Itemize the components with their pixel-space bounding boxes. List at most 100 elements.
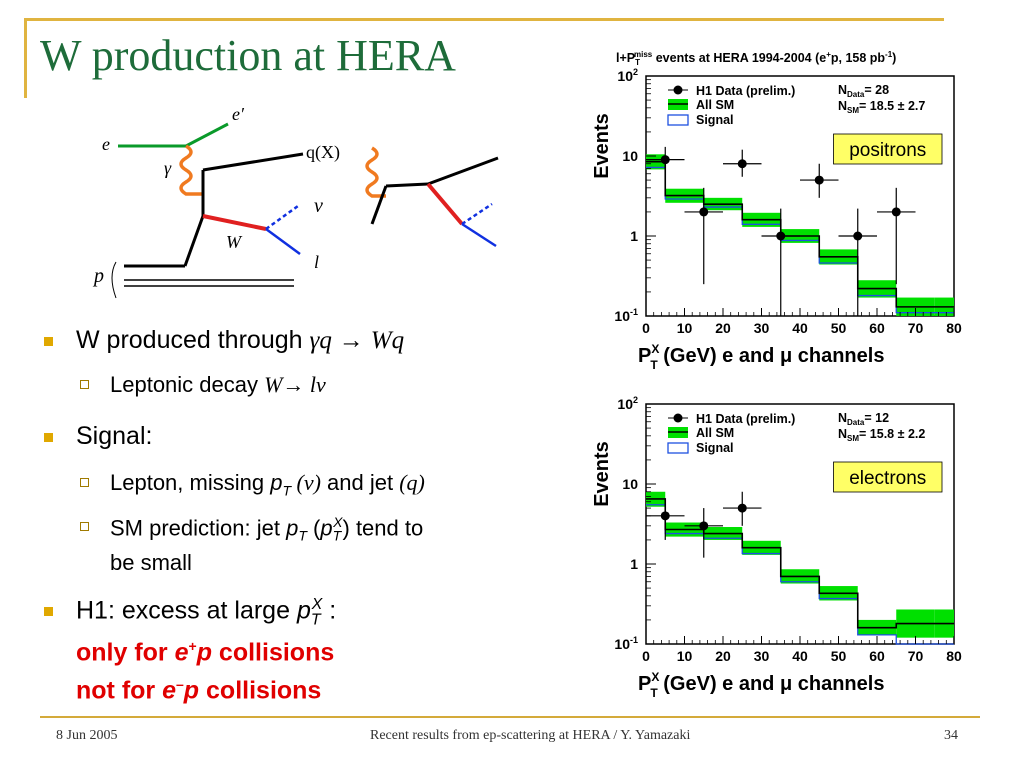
bottom-rule <box>40 716 980 718</box>
y-tick-label: 102 <box>617 67 638 84</box>
incoming-line-small <box>370 185 388 225</box>
feynman-diagram: e e′ γ q(X) ν W l p <box>92 104 340 299</box>
x-tick-label: 10 <box>677 648 693 664</box>
lepton-line-small <box>461 222 497 248</box>
pt-subscript: T <box>310 611 321 629</box>
legend-label: H1 Data (prelim.) <box>696 412 795 426</box>
footer-center: Recent results from ep-scattering at HER… <box>370 728 691 743</box>
propagator-small <box>385 182 429 188</box>
label-e-prime: e′ <box>232 104 245 124</box>
data-point <box>737 503 747 513</box>
bullet-3-colon: : <box>322 596 337 625</box>
ptx-superscript: X <box>333 514 343 530</box>
label-qx: q(X) <box>306 142 340 163</box>
bullet-marker <box>44 607 53 616</box>
x-tick-label: 0 <box>642 320 650 336</box>
n-data-label: NData= 28 <box>838 83 889 99</box>
pt-subscript: T <box>282 482 292 499</box>
data-point <box>891 207 901 217</box>
pt-symbol: p <box>270 470 283 495</box>
highlight-line-2: not for e–p collisions <box>76 676 321 705</box>
label-nu: ν <box>314 195 323 217</box>
ptx-symbol: p <box>320 515 333 541</box>
subbullet-marker <box>80 522 89 531</box>
subbullet-marker <box>80 380 89 389</box>
ptx-subscript: T <box>332 527 342 544</box>
y-tick-label: 1 <box>630 556 638 572</box>
left-rule <box>24 18 27 98</box>
data-point <box>699 521 709 531</box>
bullet-1-arrow: → <box>338 327 364 354</box>
plot-electrons: 0 10 20 30 40 50 60 70 80 102 10 1 10-1 Events PX T (Ge… <box>591 396 962 700</box>
y-axis-label: Events <box>591 441 613 507</box>
channel-tag-label: positrons <box>849 140 926 161</box>
photon-line <box>179 144 203 196</box>
label-gamma: γ <box>164 158 172 178</box>
subbullet-2-text-a: Lepton, missing <box>110 470 271 495</box>
slide-title: W production at HERA <box>40 31 456 80</box>
legend-signal-swatch <box>667 114 689 126</box>
label-w: W <box>226 232 243 252</box>
label-e: e <box>102 134 110 154</box>
neutrino-line-small <box>461 202 493 226</box>
legend-signal-swatch <box>667 442 689 454</box>
x-tick-label: 20 <box>715 648 731 664</box>
n-sm-label: NSM= 18.5 ± 2.7 <box>838 99 925 115</box>
y-tick-label: 10-1 <box>614 307 638 324</box>
subbullet-1: Leptonic decay W→ lν <box>80 372 326 398</box>
legend-label: H1 Data (prelim.) <box>696 84 795 98</box>
data-point <box>660 511 670 521</box>
subbullet-3-text-a: SM prediction: jet <box>110 515 287 541</box>
bullet-2: Signal: <box>44 422 152 451</box>
sm-histogram <box>646 498 954 629</box>
footer-date: 8 Jun 2005 <box>56 728 118 743</box>
legend-label: All SM <box>696 98 734 112</box>
plot-title: l+PTmiss events at HERA 1994-2004 (e+p, … <box>616 50 896 67</box>
bullet-marker <box>44 433 53 442</box>
signal-histogram <box>646 504 954 645</box>
x-tick-label: 80 <box>946 320 962 336</box>
scattered-electron-line <box>185 122 229 148</box>
y-tick-label: 102 <box>617 396 638 412</box>
lepton-line <box>265 227 301 256</box>
x-tick-label: 0 <box>642 648 650 664</box>
pt-symbol: p <box>286 515 299 541</box>
data-point <box>853 231 863 241</box>
highlight-2-sup: – <box>176 676 184 692</box>
highlight-line-1: only for e+p collisions <box>76 638 334 667</box>
y-tick-label: 10-1 <box>614 635 638 652</box>
bullet-1-formula-a: γq <box>309 327 332 354</box>
data-point <box>737 159 747 169</box>
subbullet-1-formula: W→ lν <box>264 372 326 397</box>
y-tick-label: 10 <box>622 476 638 492</box>
feynman-diagram-small <box>365 146 499 248</box>
highlight-2-p: p <box>183 676 200 705</box>
highlight-1-sup: + <box>188 638 197 654</box>
bullet-3-text-a: H1: excess at large <box>76 596 297 625</box>
highlight-1-a: only for <box>76 638 175 667</box>
channel-tag-box <box>833 461 943 493</box>
highlight-1-p: p <box>196 638 212 667</box>
nu-symbol: (ν) <box>291 470 321 495</box>
subbullet-marker <box>80 478 89 487</box>
y-tick-label: 1 <box>630 228 638 244</box>
highlight-2-e: e <box>162 676 176 705</box>
x-tick-label: 60 <box>869 320 885 336</box>
highlight-2-b: collisions <box>199 676 322 705</box>
x-tick-label: 30 <box>754 648 770 664</box>
x-tick-label: 50 <box>831 320 847 336</box>
data-point <box>776 231 786 241</box>
q-symbol: (q) <box>399 470 425 495</box>
photon-line-small <box>365 146 386 198</box>
x-tick-label: 70 <box>908 320 924 336</box>
pt-superscript: X <box>311 596 323 613</box>
data-point <box>660 155 670 165</box>
quark-line-small <box>427 156 499 186</box>
legend-label: Signal <box>696 441 734 455</box>
subbullet-1-text: Leptonic decay <box>110 372 265 397</box>
subbullet-2-text-b: and jet <box>320 470 400 495</box>
neutrino-line <box>265 204 299 231</box>
label-l: l <box>314 252 319 272</box>
pt-symbol: p <box>296 596 311 625</box>
quark-line <box>202 152 304 172</box>
